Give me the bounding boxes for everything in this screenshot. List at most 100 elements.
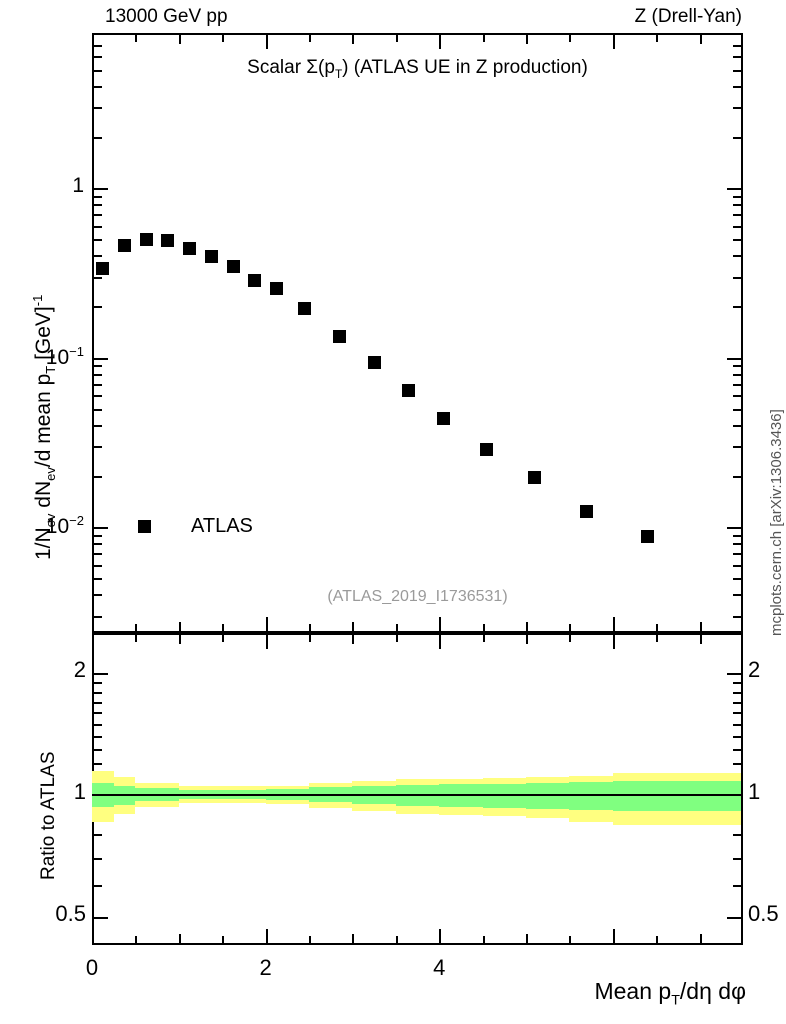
y-tick-ratio-left xyxy=(94,917,108,919)
x-tick-main-top xyxy=(656,35,659,42)
plot-title-prefix: Scalar Σ(p xyxy=(247,57,335,78)
y-tick-main-left xyxy=(94,395,102,398)
data-point-atlas xyxy=(161,234,175,247)
y-tick-ratio-right xyxy=(733,857,741,860)
data-point-atlas xyxy=(528,471,542,485)
y-tick-main-left xyxy=(94,136,102,139)
y-tick-main-left xyxy=(94,365,102,368)
y-tick-label-ratio-left-2: 0.5 xyxy=(55,901,86,926)
y-tick-ratio-right xyxy=(733,834,741,837)
y-tick-ratio-right-minor xyxy=(733,682,741,685)
x-tick-main-bottom xyxy=(656,624,659,631)
data-point-atlas xyxy=(226,259,240,273)
data-point-atlas xyxy=(139,233,153,247)
x-tick-ratio-top xyxy=(178,635,181,644)
y-tick-main-right xyxy=(727,527,741,529)
x-tick-ratio-top xyxy=(482,635,485,642)
x-tick-main-top xyxy=(178,35,181,44)
y-tick-main-left xyxy=(94,615,102,618)
y-tick-main-right xyxy=(733,534,741,537)
y-tick-label-main-0: 1 xyxy=(72,174,84,197)
x-tick-ratio-bottom xyxy=(395,936,398,943)
ratio-bands-layer xyxy=(92,633,743,945)
y-tick-ratio-left xyxy=(94,884,102,887)
y-tick-main-right xyxy=(733,204,741,207)
x-tick-ratio-top xyxy=(222,635,225,642)
data-point-atlas xyxy=(118,239,132,253)
y-tick-main-right xyxy=(733,383,741,386)
x-tick-main-bottom xyxy=(178,622,181,631)
x-tick-ratio-bottom xyxy=(222,936,225,943)
x-tick-ratio-top xyxy=(439,635,442,649)
y-tick-main-left xyxy=(94,255,102,258)
y-tick-main-left xyxy=(94,534,102,537)
y-tick-ratio-right-minor xyxy=(733,762,741,765)
y-tick-main-left xyxy=(94,69,102,72)
x-tick-main-bottom xyxy=(352,622,355,631)
y-tick-label-main-2: 10−2 xyxy=(45,513,84,538)
y-tick-main-right xyxy=(733,56,741,59)
y-tick-main-left xyxy=(94,446,102,449)
x-tick-ratio-top xyxy=(699,635,702,644)
y-tick-ratio-right-minor xyxy=(733,735,741,738)
y-tick-ratio-left-minor xyxy=(94,701,102,704)
legend: ATLAS xyxy=(138,515,253,538)
y-tick-main-right xyxy=(733,214,741,217)
x-tick-ratio-bottom xyxy=(178,934,181,943)
y-tick-main-left xyxy=(94,553,102,556)
y-tick-main-left xyxy=(94,239,102,242)
x-tick-main-bottom xyxy=(92,617,94,631)
x-tick-main-top xyxy=(222,35,225,42)
y-tick-main-right xyxy=(733,107,741,110)
x-tick-ratio-bottom xyxy=(612,929,615,943)
y-tick-main-left xyxy=(94,56,102,59)
y-tick-main-right xyxy=(733,85,741,88)
y-tick-ratio-left-minor xyxy=(94,762,102,765)
y-tick-main-right xyxy=(733,564,741,567)
y-tick-main-left xyxy=(94,357,108,360)
y-tick-main-left xyxy=(94,204,102,207)
x-tick-ratio-top xyxy=(352,635,355,644)
x-tick-label-4: 4 xyxy=(433,955,446,980)
y-tick-ratio-right-minor xyxy=(733,701,741,704)
x-tick-ratio-bottom xyxy=(135,936,138,943)
y-tick-ratio-left xyxy=(94,673,108,675)
y-tick-main-right xyxy=(733,239,741,242)
x-tick-main-bottom xyxy=(569,624,572,631)
x-tick-main-bottom xyxy=(395,624,398,631)
x-tick-ratio-top xyxy=(569,635,572,642)
y-tick-main-right xyxy=(733,553,741,556)
x-tick-main-top xyxy=(699,35,702,44)
x-tick-label-2: 2 xyxy=(259,955,272,980)
ratio-band-inner xyxy=(612,781,657,811)
y-tick-label-ratio-right-0: 2 xyxy=(748,657,761,682)
data-point-atlas xyxy=(183,241,197,255)
y-tick-main-right xyxy=(733,373,741,376)
ratio-reference-line xyxy=(92,794,741,796)
y-tick-main-left xyxy=(94,527,108,529)
x-tick-ratio-bottom xyxy=(569,936,572,943)
y-tick-main-left xyxy=(94,373,102,376)
y-tick-main-right xyxy=(727,357,741,360)
y-tick-main-left xyxy=(94,306,102,309)
y-tick-ratio-left-minor xyxy=(94,691,102,694)
data-point-atlas xyxy=(248,273,262,287)
y-tick-ratio-left xyxy=(94,834,102,837)
y-tick-ratio-right-minor xyxy=(733,691,741,694)
y-tick-main-left xyxy=(94,383,102,386)
data-point-atlas xyxy=(204,249,218,263)
y-tick-main-right xyxy=(733,408,741,411)
y-tick-main-right xyxy=(733,395,741,398)
x-tick-main-top xyxy=(135,35,138,42)
header-beam-info: 13000 GeV pp xyxy=(105,6,228,27)
x-tick-main-top xyxy=(569,35,572,42)
y-tick-main-right xyxy=(733,306,741,309)
y-tick-main-right xyxy=(733,446,741,449)
data-point-atlas xyxy=(298,301,312,315)
x-tick-main-top xyxy=(309,35,311,42)
y-tick-ratio-left-minor xyxy=(94,712,102,715)
y-tick-main-right xyxy=(733,543,741,546)
